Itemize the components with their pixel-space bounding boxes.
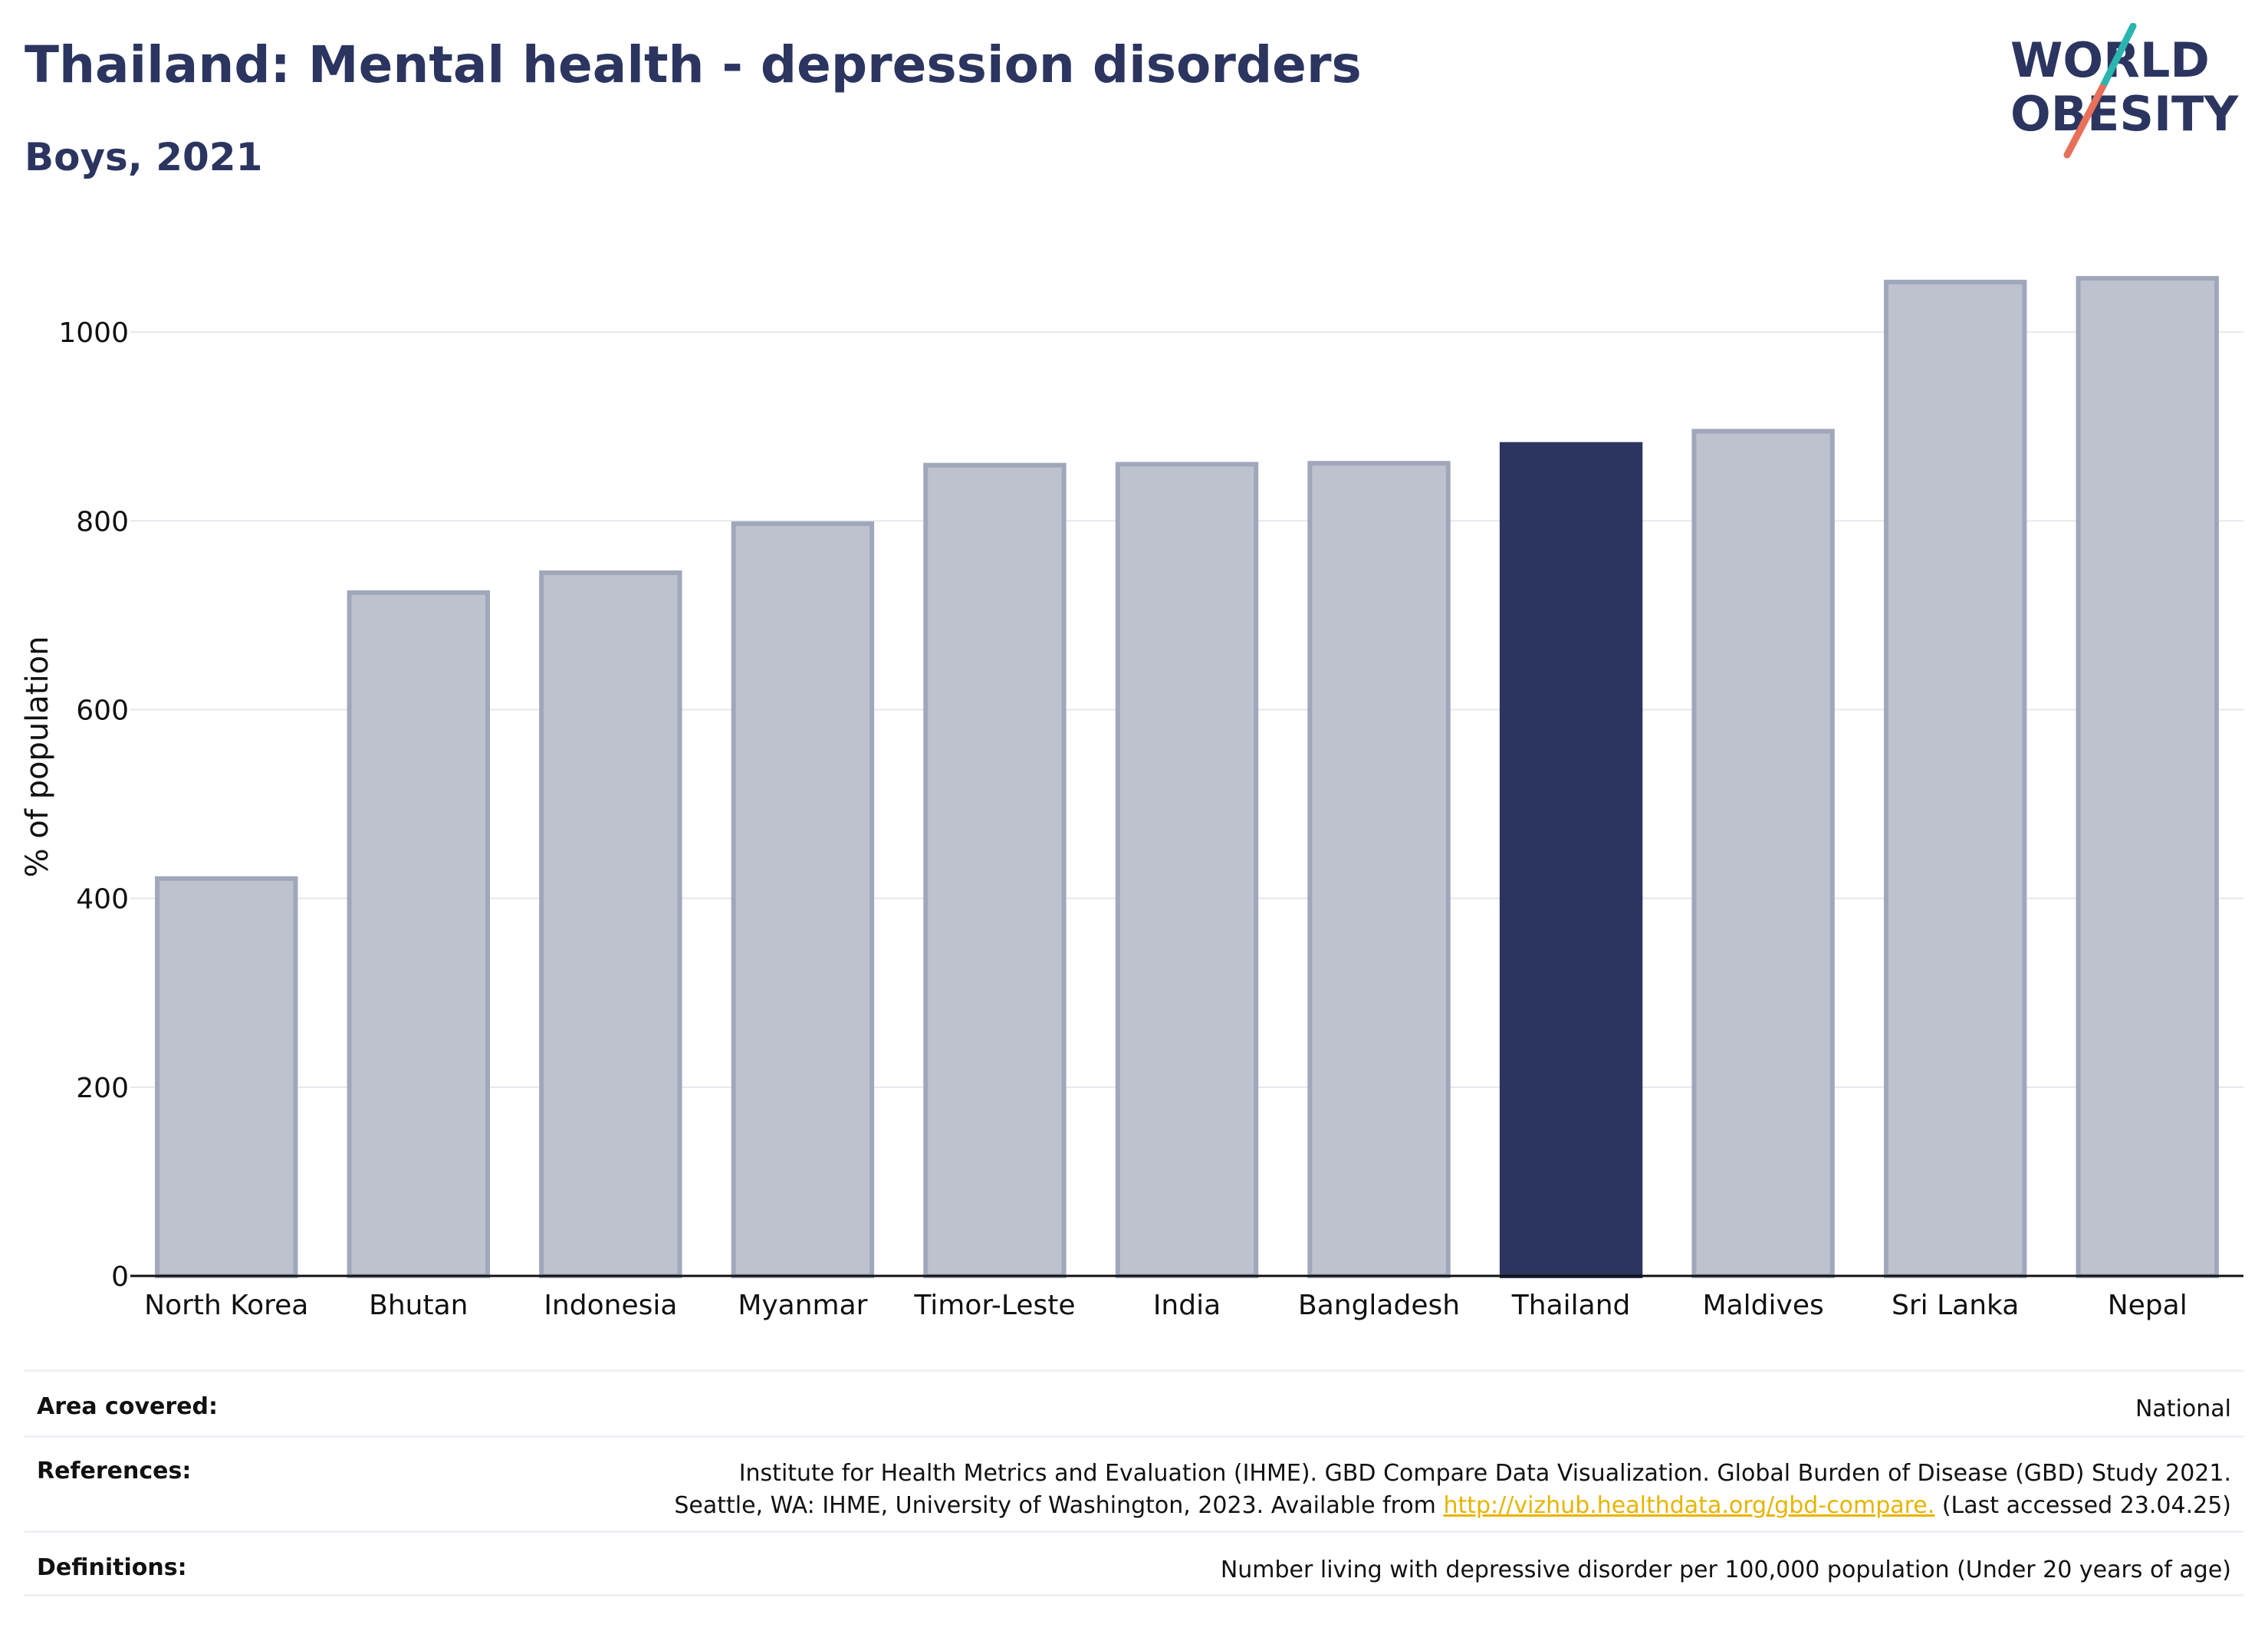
y-axis-title: % of population <box>20 636 55 878</box>
bar-india <box>1115 462 1259 1278</box>
area-covered-row: Area covered: National <box>25 1369 2243 1435</box>
references-line-2-start: Seattle, WA: IHME, University of Washing… <box>674 1492 1444 1519</box>
bar-north-korea <box>155 876 298 1278</box>
bar-indonesia <box>539 570 682 1278</box>
x-tick-label: Myanmar <box>738 1290 867 1321</box>
world-obesity-logo: WORLD OBESITY <box>2010 23 2239 159</box>
bar-bhutan <box>347 590 491 1278</box>
definitions-label: Definitions: <box>37 1554 187 1581</box>
x-tick-label: Bhutan <box>369 1290 468 1321</box>
references-line-2-end: (Last accessed 23.04.25) <box>1934 1492 2231 1519</box>
y-tick-label: 600 <box>76 695 129 726</box>
area-covered-label: Area covered: <box>37 1393 218 1420</box>
x-tick-label: Thailand <box>1511 1290 1631 1321</box>
chart-subtitle: Boys, 2021 <box>25 135 263 179</box>
bar-myanmar <box>731 521 875 1278</box>
references-label: References: <box>37 1458 192 1484</box>
bar-sri-lanka <box>1883 279 2027 1278</box>
references-value: Institute for Health Metrics and Evaluat… <box>674 1458 2231 1522</box>
y-tick-label: 800 <box>76 506 129 538</box>
x-tick-label: Indonesia <box>544 1290 677 1321</box>
bar-chart: 0 200 400 600 800 1000 North Korea Bhutan Indon… <box>20 275 2243 1321</box>
area-covered-value: National <box>2135 1396 2231 1422</box>
references-line-1: Institute for Health Metrics and Evaluat… <box>738 1460 2231 1487</box>
bar-timor-leste <box>923 462 1067 1279</box>
y-tick-label: 0 <box>111 1261 129 1293</box>
x-tick-label: Nepal <box>2108 1290 2187 1321</box>
bar-nepal <box>2076 275 2219 1278</box>
x-tick-label: Timor-Leste <box>913 1290 1075 1321</box>
definitions-row: Definitions: Number living with depressi… <box>25 1530 2243 1596</box>
x-tick-label: Sri Lanka <box>1892 1290 2019 1321</box>
bars <box>155 275 2219 1279</box>
y-tick-label: 200 <box>76 1073 129 1104</box>
definitions-value: Number living with depressive disorder p… <box>1220 1557 2231 1583</box>
logo-word-obesity: OBESITY <box>2010 86 2239 142</box>
bar-maldives <box>1691 429 1835 1279</box>
bar-thailand <box>1499 442 1643 1278</box>
x-tick-label: Maldives <box>1703 1290 1824 1321</box>
x-tick-label: Bangladesh <box>1298 1290 1460 1321</box>
y-tick-label: 400 <box>76 884 129 916</box>
references-row: References: Institute for Health Metrics… <box>25 1435 2243 1530</box>
bar-bangladesh <box>1307 461 1451 1278</box>
x-tick-label: North Korea <box>144 1290 308 1321</box>
y-axis-ticks: 0 200 400 600 800 1000 <box>58 317 129 1293</box>
logo-slash-bottom <box>2063 84 2106 159</box>
y-tick-label: 1000 <box>58 317 129 349</box>
x-tick-label: India <box>1153 1290 1221 1321</box>
references-line-2: Seattle, WA: IHME, University of Washing… <box>674 1490 2231 1522</box>
references-link[interactable]: http://vizhub.healthdata.org/gbd-compare… <box>1443 1492 1935 1519</box>
x-axis-ticks: North Korea Bhutan Indonesia Myanmar Timor-L… <box>144 1290 2187 1321</box>
chart-title: Thailand: Mental health - depression dis… <box>25 35 1362 94</box>
info-table: Area covered: National References: Insti… <box>25 1369 2243 1596</box>
logo-slash-top <box>2099 23 2137 91</box>
